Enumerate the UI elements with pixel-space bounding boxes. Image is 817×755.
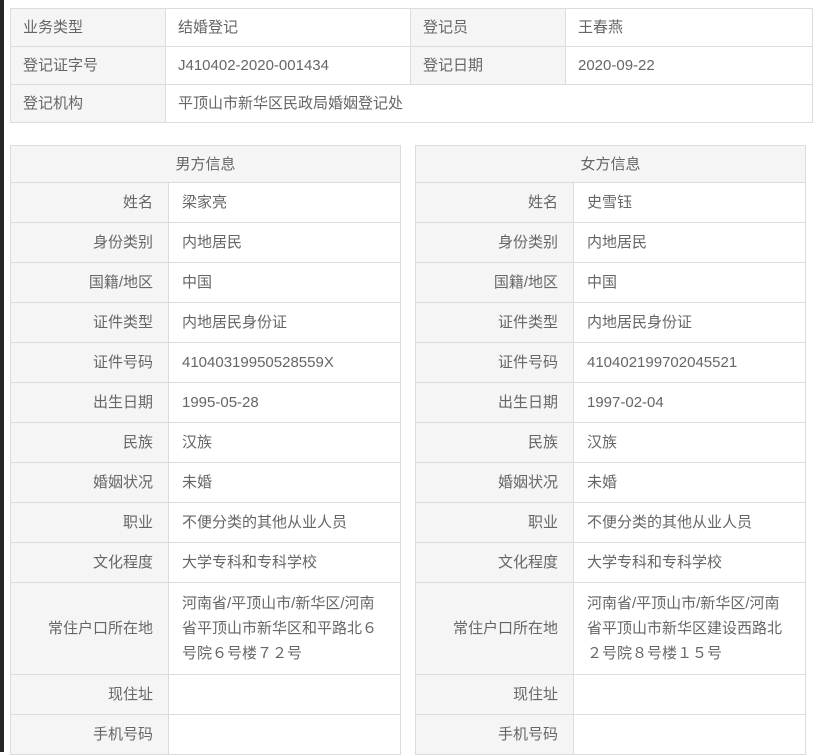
- field-label-current-address: 现住址: [415, 674, 574, 715]
- field-value-ethnicity: 汉族: [572, 422, 807, 463]
- field-value-name: 史雪钰: [572, 182, 807, 223]
- table-row: 国籍/地区 中国: [415, 262, 807, 303]
- field-value-id-type: 内地居民身份证: [167, 302, 402, 343]
- window-left-edge: [0, 0, 4, 752]
- table-row: 文化程度 大学专科和专科学校: [415, 542, 807, 583]
- groom-info-title: 男方信息: [9, 145, 402, 183]
- table-row: 姓名 史雪钰: [415, 182, 807, 223]
- table-header-row: 男方信息: [9, 145, 402, 183]
- table-row: 手机号码: [10, 714, 402, 755]
- field-value-occupation: 不便分类的其他从业人员: [167, 502, 402, 543]
- table-row: 婚姻状况 未婚: [10, 462, 402, 503]
- table-row: 身份类别 内地居民: [10, 222, 402, 263]
- field-value-marital-status: 未婚: [167, 462, 402, 503]
- field-label-birth-date: 出生日期: [10, 382, 169, 423]
- table-row: 职业 不便分类的其他从业人员: [10, 502, 402, 543]
- field-value-business-type: 结婚登记: [165, 8, 411, 47]
- field-value-current-address: [167, 674, 402, 715]
- table-row: 国籍/地区 中国: [10, 262, 402, 303]
- field-value-education: 大学专科和专科学校: [167, 542, 402, 583]
- table-row: 文化程度 大学专科和专科学校: [10, 542, 402, 583]
- table-row: 证件号码 41040319950528559X: [10, 342, 402, 383]
- field-label-id-number: 证件号码: [415, 342, 574, 383]
- field-label-name: 姓名: [415, 182, 574, 223]
- field-label-ethnicity: 民族: [415, 422, 574, 463]
- table-row: 常住户口所在地 河南省/平顶山市/新华区/河南省平顶山市新华区建设西路北２号院８…: [415, 582, 807, 675]
- field-label-occupation: 职业: [415, 502, 574, 543]
- field-value-birth-date: 1995-05-28: [167, 382, 402, 423]
- table-row: 民族 汉族: [415, 422, 807, 463]
- field-value-ethnicity: 汉族: [167, 422, 402, 463]
- table-row: 证件号码 410402199702045521: [415, 342, 807, 383]
- field-label-nationality: 国籍/地区: [10, 262, 169, 303]
- field-label-nationality: 国籍/地区: [415, 262, 574, 303]
- field-label-id-type: 证件类型: [415, 302, 574, 343]
- field-label-mobile-number: 手机号码: [415, 714, 574, 755]
- field-value-nationality: 中国: [167, 262, 402, 303]
- table-row: 姓名 梁家亮: [10, 182, 402, 223]
- table-row: 手机号码: [415, 714, 807, 755]
- table-row: 民族 汉族: [10, 422, 402, 463]
- bride-info-table: 女方信息 姓名 史雪钰 身份类别 内地居民 国籍/地区 中国 证件类型 内地居民…: [414, 145, 807, 755]
- field-value-occupation: 不便分类的其他从业人员: [572, 502, 807, 543]
- field-value-id-number: 410402199702045521: [572, 342, 807, 383]
- field-label-name: 姓名: [10, 182, 169, 223]
- field-value-name: 梁家亮: [167, 182, 402, 223]
- field-label-education: 文化程度: [10, 542, 169, 583]
- field-value-registration-agency: 平顶山市新华区民政局婚姻登记处: [165, 84, 813, 123]
- field-label-marital-status: 婚姻状况: [415, 462, 574, 503]
- field-value-certificate-no: J410402-2020-001434: [165, 46, 411, 85]
- field-value-registered-address: 河南省/平顶山市/新华区/河南省平顶山市新华区建设西路北２号院８号楼１５号: [572, 582, 807, 675]
- field-label-occupation: 职业: [10, 502, 169, 543]
- field-label-certificate-no: 登记证字号: [10, 46, 166, 85]
- field-label-mobile-number: 手机号码: [10, 714, 169, 755]
- table-row: 证件类型 内地居民身份证: [415, 302, 807, 343]
- field-value-identity-category: 内地居民: [572, 222, 807, 263]
- table-row: 出生日期 1995-05-28: [10, 382, 402, 423]
- table-row: 婚姻状况 未婚: [415, 462, 807, 503]
- table-row: 登记证字号 J410402-2020-001434 登记日期 2020-09-2…: [10, 46, 813, 85]
- field-value-education: 大学专科和专科学校: [572, 542, 807, 583]
- field-value-registration-date: 2020-09-22: [565, 46, 813, 85]
- field-label-identity-category: 身份类别: [415, 222, 574, 263]
- table-row: 身份类别 内地居民: [415, 222, 807, 263]
- table-header-row: 女方信息: [414, 145, 807, 183]
- field-value-birth-date: 1997-02-04: [572, 382, 807, 423]
- table-row: 证件类型 内地居民身份证: [10, 302, 402, 343]
- field-label-birth-date: 出生日期: [415, 382, 574, 423]
- table-row: 现住址: [10, 674, 402, 715]
- table-row: 业务类型 结婚登记 登记员 王春燕: [10, 8, 813, 47]
- field-value-mobile-number: [572, 714, 807, 755]
- registration-summary-table: 业务类型 结婚登记 登记员 王春燕 登记证字号 J410402-2020-001…: [10, 8, 813, 123]
- field-value-marital-status: 未婚: [572, 462, 807, 503]
- field-label-ethnicity: 民族: [10, 422, 169, 463]
- bride-info-title: 女方信息: [414, 145, 807, 183]
- field-value-id-number: 41040319950528559X: [167, 342, 402, 383]
- table-row: 现住址: [415, 674, 807, 715]
- field-value-id-type: 内地居民身份证: [572, 302, 807, 343]
- table-row: 常住户口所在地 河南省/平顶山市/新华区/河南省平顶山市新华区和平路北６号院６号…: [10, 582, 402, 675]
- field-value-identity-category: 内地居民: [167, 222, 402, 263]
- table-row: 出生日期 1997-02-04: [415, 382, 807, 423]
- field-label-education: 文化程度: [415, 542, 574, 583]
- field-value-current-address: [572, 674, 807, 715]
- field-label-registrar: 登记员: [410, 8, 566, 47]
- groom-info-table: 男方信息 姓名 梁家亮 身份类别 内地居民 国籍/地区 中国 证件类型 内地居民…: [9, 145, 402, 755]
- table-row: 登记机构 平顶山市新华区民政局婚姻登记处: [10, 84, 813, 123]
- field-value-registrar: 王春燕: [565, 8, 813, 47]
- field-value-registered-address: 河南省/平顶山市/新华区/河南省平顶山市新华区和平路北６号院６号楼７２号: [167, 582, 402, 675]
- field-label-registration-date: 登记日期: [410, 46, 566, 85]
- field-value-nationality: 中国: [572, 262, 807, 303]
- field-label-id-number: 证件号码: [10, 342, 169, 383]
- field-label-current-address: 现住址: [10, 674, 169, 715]
- field-label-id-type: 证件类型: [10, 302, 169, 343]
- field-label-business-type: 业务类型: [10, 8, 166, 47]
- field-label-registered-address: 常住户口所在地: [10, 582, 169, 675]
- field-value-mobile-number: [167, 714, 402, 755]
- field-label-identity-category: 身份类别: [10, 222, 169, 263]
- field-label-marital-status: 婚姻状况: [10, 462, 169, 503]
- field-label-registered-address: 常住户口所在地: [415, 582, 574, 675]
- table-row: 职业 不便分类的其他从业人员: [415, 502, 807, 543]
- field-label-registration-agency: 登记机构: [10, 84, 166, 123]
